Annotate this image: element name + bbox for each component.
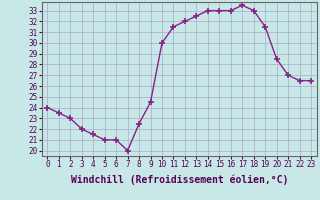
X-axis label: Windchill (Refroidissement éolien,°C): Windchill (Refroidissement éolien,°C) bbox=[70, 175, 288, 185]
